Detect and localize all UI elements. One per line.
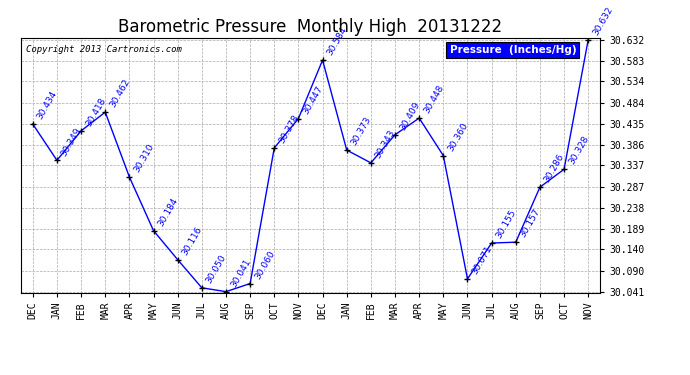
Text: Pressure  (Inches/Hg): Pressure (Inches/Hg) [450,45,576,55]
Title: Barometric Pressure  Monthly High  20131222: Barometric Pressure Monthly High 2013122… [119,18,502,36]
Text: 30.447: 30.447 [302,84,325,116]
Text: 30.155: 30.155 [495,209,518,240]
Text: 30.373: 30.373 [350,116,373,147]
Text: 30.060: 30.060 [253,249,277,281]
Text: 30.286: 30.286 [543,153,566,184]
Text: 30.360: 30.360 [446,121,470,153]
Text: 30.157: 30.157 [519,207,542,239]
Text: 30.050: 30.050 [205,253,228,285]
Text: 30.184: 30.184 [157,196,180,228]
Text: 30.418: 30.418 [84,96,108,128]
Text: 30.584: 30.584 [326,26,349,57]
Text: 30.409: 30.409 [398,100,422,132]
Text: 30.349: 30.349 [60,126,83,158]
Text: 30.462: 30.462 [108,78,132,110]
Text: 30.041: 30.041 [229,257,253,289]
Text: 30.071: 30.071 [471,244,494,276]
Text: 30.343: 30.343 [374,128,397,160]
Text: 30.378: 30.378 [277,113,301,145]
Text: 30.328: 30.328 [567,135,591,166]
Text: 30.116: 30.116 [181,225,204,257]
Text: 30.310: 30.310 [132,142,156,174]
Text: 30.434: 30.434 [36,90,59,121]
Text: 30.632: 30.632 [591,5,615,37]
Text: 30.448: 30.448 [422,84,446,116]
Text: Copyright 2013 Cartronics.com: Copyright 2013 Cartronics.com [26,45,182,54]
